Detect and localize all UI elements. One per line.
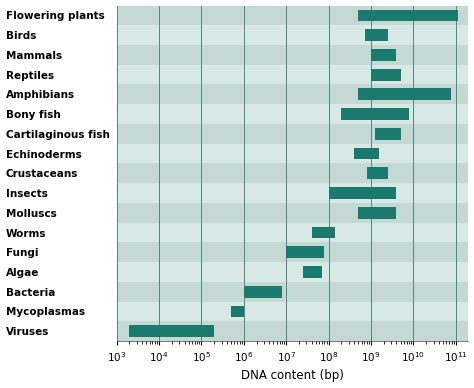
Bar [117,262,468,282]
Bar [117,65,468,85]
Bar [117,45,468,65]
Bar [117,282,468,301]
Bar [358,9,458,21]
Bar [117,301,468,321]
Bar [244,286,282,298]
Bar [358,207,396,219]
Bar [341,108,409,120]
Bar [303,266,322,278]
Bar [231,305,244,317]
Bar [365,29,388,41]
Bar [117,5,468,25]
Bar [286,246,324,258]
Bar [117,104,468,124]
Bar [371,49,396,61]
X-axis label: DNA content (bp): DNA content (bp) [241,369,344,383]
Bar [117,321,468,341]
Bar [129,325,214,337]
Bar [117,85,468,104]
Bar [117,124,468,144]
Bar [375,128,401,140]
Bar [367,167,388,179]
Bar [117,183,468,203]
Bar [117,144,468,163]
Bar [371,69,401,81]
Bar [117,203,468,223]
Bar [117,163,468,183]
Bar [311,227,335,239]
Bar [328,187,396,199]
Bar [117,223,468,242]
Bar [354,148,380,159]
Bar [117,242,468,262]
Bar [117,25,468,45]
Bar [358,88,452,100]
